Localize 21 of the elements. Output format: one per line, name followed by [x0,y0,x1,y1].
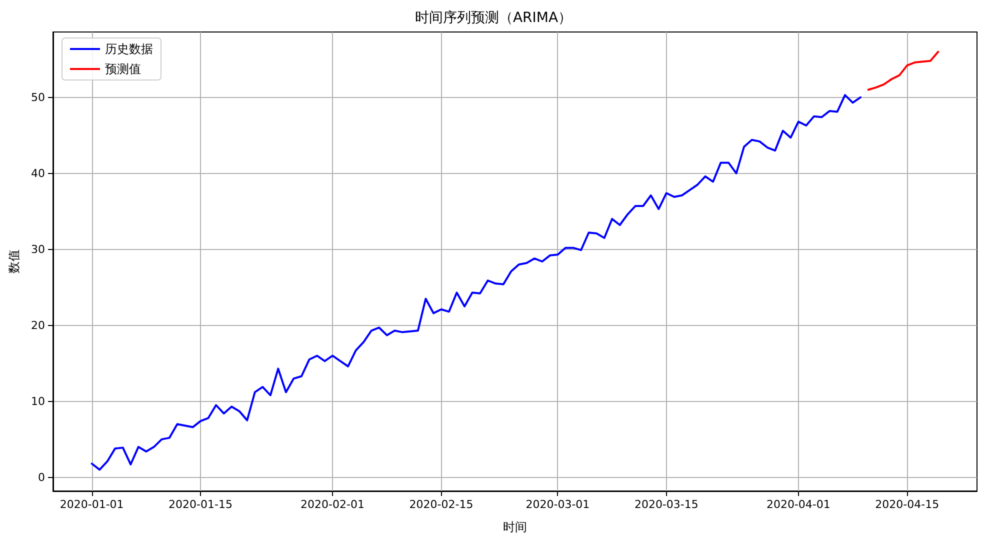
y-tick-label: 40 [31,166,45,180]
y-tick-label: 30 [31,242,45,256]
y-tick-label: 50 [31,90,45,104]
x-axis-title: 时间 [503,520,527,534]
x-tick-label: 2020-03-01 [526,498,590,511]
x-tick-label: 2020-04-01 [766,498,830,511]
line-series [867,50,940,91]
y-tick-label: 20 [31,318,45,332]
legend-label: 预测值 [105,62,141,76]
line-series [90,94,862,471]
x-tick-label: 2020-01-01 [60,498,124,511]
x-tick-label: 2020-02-01 [300,498,364,511]
x-tick-label: 2020-04-15 [875,498,940,511]
y-axis-title: 数值 [7,250,21,274]
x-tick-label: 2020-03-15 [634,498,698,511]
y-tick-label: 10 [31,394,45,408]
legend-label: 历史数据 [105,42,153,56]
x-tick-label: 2020-01-15 [168,498,232,511]
chart-title: 时间序列预测（ARIMA） [414,10,572,26]
x-tick-label: 2020-02-15 [409,498,474,511]
y-tick-label: 0 [38,470,45,484]
